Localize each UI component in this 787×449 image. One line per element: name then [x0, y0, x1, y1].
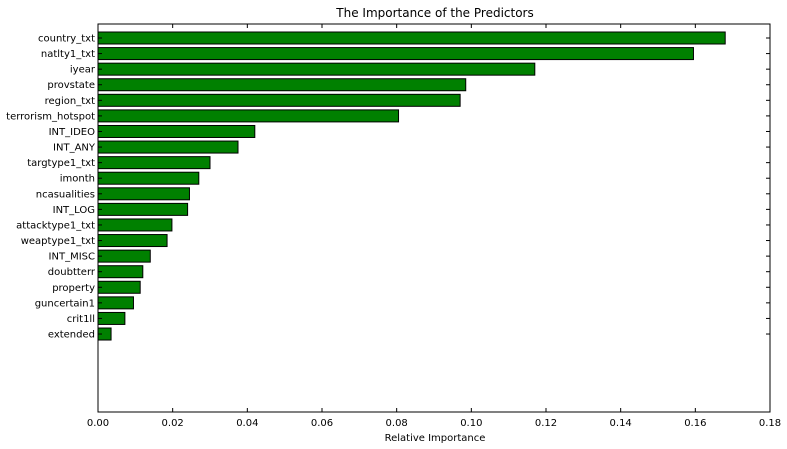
bar-attacktype1_txt	[97, 218, 173, 232]
category-label-terrorism_hotspot: terrorism_hotspot	[6, 111, 95, 122]
category-label-iyear: iyear	[70, 65, 96, 76]
category-label-INT_MISC: INT_MISC	[49, 252, 95, 263]
x-tick-label-0.08: 0.08	[386, 418, 408, 429]
bar-ncasualities	[97, 187, 190, 201]
x-tick-label-0.18: 0.18	[759, 418, 781, 429]
category-label-attacktype1_txt: attacktype1_txt	[16, 220, 95, 231]
x-axis-ticks: 0.00 0.02 0.04 0.06 0.08 0.10 0.12 0.14 0.16 0.18	[87, 24, 781, 429]
category-label-doubtterr: doubtterr	[48, 267, 96, 278]
category-label-property: property	[52, 283, 95, 294]
bar-terrorism_hotspot	[97, 109, 400, 123]
category-label-imonth: imonth	[60, 174, 95, 185]
bar-imonth	[97, 171, 200, 185]
bar-weaptype1_txt	[97, 234, 168, 248]
category-label-country_txt: country_txt	[38, 34, 95, 45]
category-label-INT_IDEO: INT_IDEO	[49, 127, 96, 138]
x-tick-label-0.12: 0.12	[535, 418, 557, 429]
bar-country_txt	[97, 31, 726, 45]
x-tick-label-0.00: 0.00	[87, 418, 109, 429]
bar-property	[97, 280, 141, 294]
category-label-guncertain1: guncertain1	[35, 298, 95, 309]
x-axis-label: Relative Importance	[385, 433, 486, 444]
bar-iyear	[97, 62, 536, 76]
category-label-ncasualities: ncasualities	[36, 189, 95, 200]
x-tick-label-0.14: 0.14	[610, 418, 632, 429]
x-tick-label-0.16: 0.16	[684, 418, 706, 429]
bar-INT_IDEO	[97, 124, 256, 138]
bar-doubtterr	[97, 265, 144, 279]
category-label-INT_LOG: INT_LOG	[53, 205, 95, 216]
category-label-weaptype1_txt: weaptype1_txt	[21, 236, 95, 247]
x-tick-label-0.06: 0.06	[311, 418, 333, 429]
bar-crit1ll	[97, 311, 126, 325]
bar-targtype1_txt	[97, 156, 211, 170]
category-label-targtype1_txt: targtype1_txt	[27, 158, 95, 169]
category-label-INT_ANY: INT_ANY	[53, 143, 96, 154]
x-tick-label-0.10: 0.10	[460, 418, 482, 429]
category-label-extended: extended	[48, 330, 95, 341]
plot-frame	[97, 23, 771, 413]
chart-title: The Importance of the Predictors	[335, 6, 533, 20]
bar-INT_ANY	[97, 140, 239, 154]
category-label-region_txt: region_txt	[45, 96, 95, 107]
x-tick-label-0.02: 0.02	[162, 418, 184, 429]
category-label-natlty1_txt: natlty1_txt	[41, 49, 95, 60]
bar-provstate	[97, 78, 467, 92]
bar-guncertain1	[97, 296, 134, 310]
category-label-provstate: provstate	[47, 80, 95, 91]
bar-group	[97, 31, 726, 341]
bar-region_txt	[97, 93, 461, 107]
category-label-crit1ll: crit1ll	[67, 314, 95, 325]
bar-INT_LOG	[97, 202, 189, 216]
x-tick-label-0.04: 0.04	[236, 418, 258, 429]
bar-natlty1_txt	[97, 47, 694, 61]
bar-INT_MISC	[97, 249, 151, 263]
